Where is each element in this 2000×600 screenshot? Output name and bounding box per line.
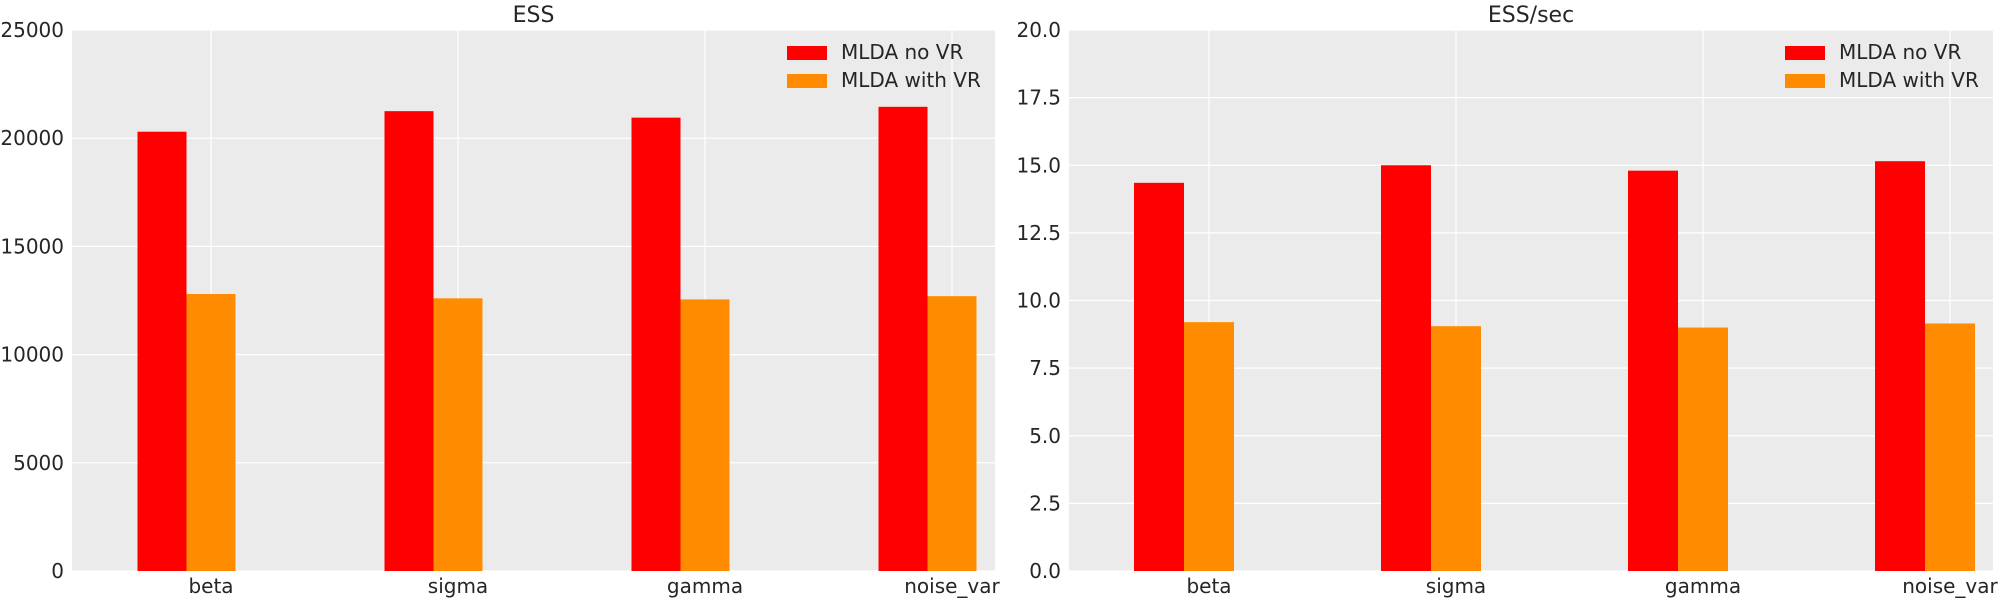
x-tick-label: noise_var: [904, 574, 1000, 598]
legend-swatch: [1785, 46, 1825, 60]
y-tick-label: 7.5: [1029, 356, 1061, 380]
y-tick-label: 2.5: [1029, 491, 1061, 515]
bar-no-vr-beta: [137, 131, 187, 571]
x-tick-label: beta: [1186, 574, 1231, 598]
x-tick-label: beta: [188, 574, 233, 598]
bar-with-vr-beta: [186, 294, 236, 571]
legend-swatch: [787, 46, 827, 60]
bar-with-vr-noise-var: [1925, 323, 1975, 571]
bar-no-vr-gamma: [1628, 170, 1678, 571]
bar-no-vr-noise-var: [1875, 161, 1925, 571]
y-tick-label: 0.0: [1029, 559, 1061, 583]
y-tick-label: 25000: [0, 18, 64, 42]
y-tick-label: 5000: [13, 451, 64, 475]
bar-with-vr-beta: [1184, 322, 1234, 571]
bar-no-vr-gamma: [631, 117, 681, 571]
y-tick-label: 15000: [0, 234, 64, 258]
bar-no-vr-sigma: [384, 111, 434, 572]
x-tick-label: sigma: [1426, 574, 1486, 598]
legend-swatch: [787, 74, 827, 88]
legend-swatch: [1785, 74, 1825, 88]
y-tick-label: 10.0: [1016, 289, 1061, 313]
bar-no-vr-beta: [1134, 182, 1184, 571]
bar-with-vr-gamma: [680, 299, 730, 571]
x-tick-label: gamma: [1665, 574, 1741, 598]
y-tick-label: 5.0: [1029, 424, 1061, 448]
y-tick-label: 20000: [0, 126, 64, 150]
bar-with-vr-gamma: [1678, 327, 1728, 571]
bar-with-vr-sigma: [1431, 326, 1481, 571]
legend-label: MLDA no VR: [841, 40, 963, 64]
y-tick-label: 20.0: [1016, 18, 1061, 42]
legend-label: MLDA no VR: [1839, 40, 1961, 64]
x-tick-label: noise_var: [1902, 574, 1998, 598]
y-tick-label: 17.5: [1016, 86, 1061, 110]
bar-no-vr-noise-var: [878, 106, 928, 572]
legend-label: MLDA with VR: [1839, 68, 1979, 92]
y-tick-label: 15.0: [1016, 153, 1061, 177]
bar-no-vr-sigma: [1381, 165, 1431, 571]
legend-label: MLDA with VR: [841, 68, 981, 92]
bar-with-vr-noise-var: [927, 296, 977, 571]
ess-per-sec-panel: 0.0 2.5 5.0 7.5 10.0 12.5 15.0 17.5 20.0 beta sigm…: [1016, 3, 1998, 598]
bar-with-vr-sigma: [433, 298, 483, 571]
y-tick-label: 0: [51, 559, 64, 583]
x-tick-label: gamma: [667, 574, 743, 598]
ess-panel: 0 5000 10000 15000 20000 25000 beta sigma gamma n…: [0, 3, 1000, 598]
chart-title: ESS: [513, 3, 555, 28]
y-tick-label: 12.5: [1016, 221, 1061, 245]
chart-title: ESS/sec: [1488, 3, 1574, 28]
y-tick-label: 10000: [0, 343, 64, 367]
x-tick-label: sigma: [428, 574, 488, 598]
